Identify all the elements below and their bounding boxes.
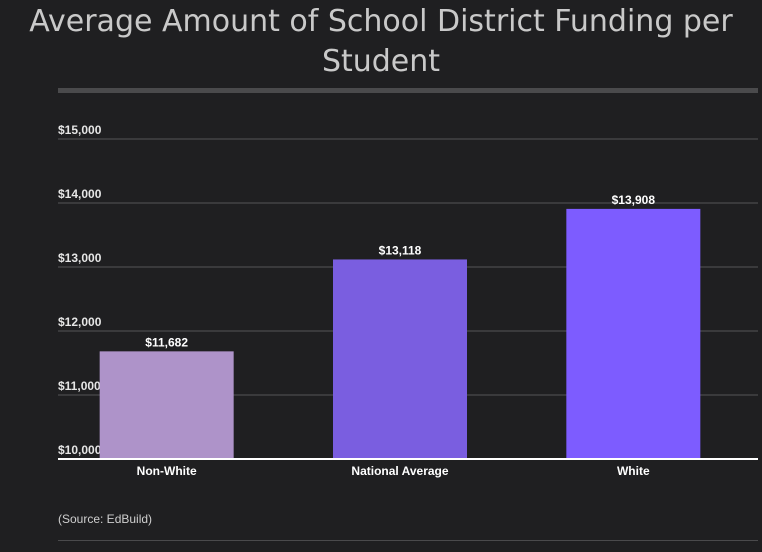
bar-value-label: $11,682: [145, 335, 188, 349]
y-tick-label: $15,000: [58, 123, 102, 137]
bar-value-label: $13,118: [379, 243, 422, 257]
bar: [333, 259, 467, 459]
x-tick-label: National Average: [351, 464, 448, 478]
y-tick-label: $13,000: [58, 251, 102, 265]
bar-value-label: $13,908: [612, 193, 656, 207]
y-tick-label: $12,000: [58, 315, 102, 329]
y-tick-label: $11,000: [58, 379, 101, 393]
y-tick-label: $14,000: [58, 187, 102, 201]
source-note: (Source: EdBuild): [58, 512, 153, 526]
y-tick-label: $10,000: [58, 443, 102, 457]
chart-title: Average Amount of School District Fundin…: [29, 4, 733, 79]
title-divider: [58, 88, 758, 93]
bar: [566, 208, 701, 459]
footer-divider: [58, 540, 758, 541]
bar: [99, 351, 234, 459]
x-tick-label: White: [617, 464, 650, 478]
x-tick-label: Non-White: [137, 464, 197, 478]
